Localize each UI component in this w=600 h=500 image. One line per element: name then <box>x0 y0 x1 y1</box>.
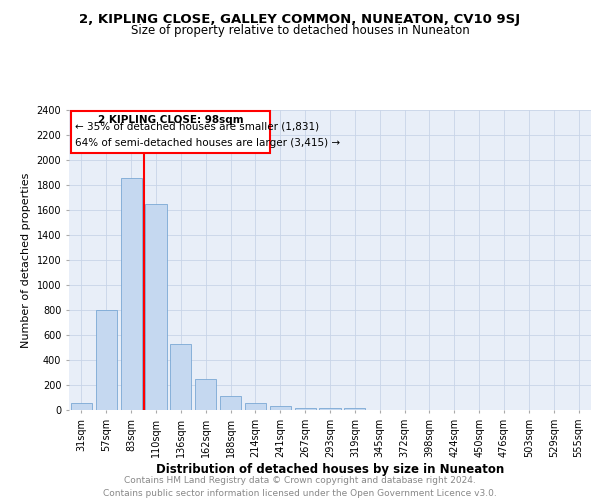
X-axis label: Distribution of detached houses by size in Nuneaton: Distribution of detached houses by size … <box>156 462 504 475</box>
Text: 2 KIPLING CLOSE: 98sqm: 2 KIPLING CLOSE: 98sqm <box>98 115 244 125</box>
Bar <box>121 178 142 410</box>
FancyBboxPatch shape <box>71 112 271 153</box>
Bar <box>96 310 117 410</box>
Text: Contains HM Land Registry data © Crown copyright and database right 2024.
Contai: Contains HM Land Registry data © Crown c… <box>103 476 497 498</box>
Bar <box>170 344 191 410</box>
Text: 2, KIPLING CLOSE, GALLEY COMMON, NUNEATON, CV10 9SJ: 2, KIPLING CLOSE, GALLEY COMMON, NUNEATO… <box>79 12 521 26</box>
Text: 64% of semi-detached houses are larger (3,415) →: 64% of semi-detached houses are larger (… <box>75 138 340 148</box>
Bar <box>295 408 316 410</box>
Bar <box>319 408 341 410</box>
Y-axis label: Number of detached properties: Number of detached properties <box>21 172 31 348</box>
Bar <box>245 403 266 410</box>
Text: Size of property relative to detached houses in Nuneaton: Size of property relative to detached ho… <box>131 24 469 37</box>
Bar <box>195 380 216 410</box>
Text: ← 35% of detached houses are smaller (1,831): ← 35% of detached houses are smaller (1,… <box>75 121 319 131</box>
Bar <box>270 406 291 410</box>
Bar <box>344 408 365 410</box>
Bar <box>145 204 167 410</box>
Bar <box>220 396 241 410</box>
Bar <box>71 403 92 410</box>
